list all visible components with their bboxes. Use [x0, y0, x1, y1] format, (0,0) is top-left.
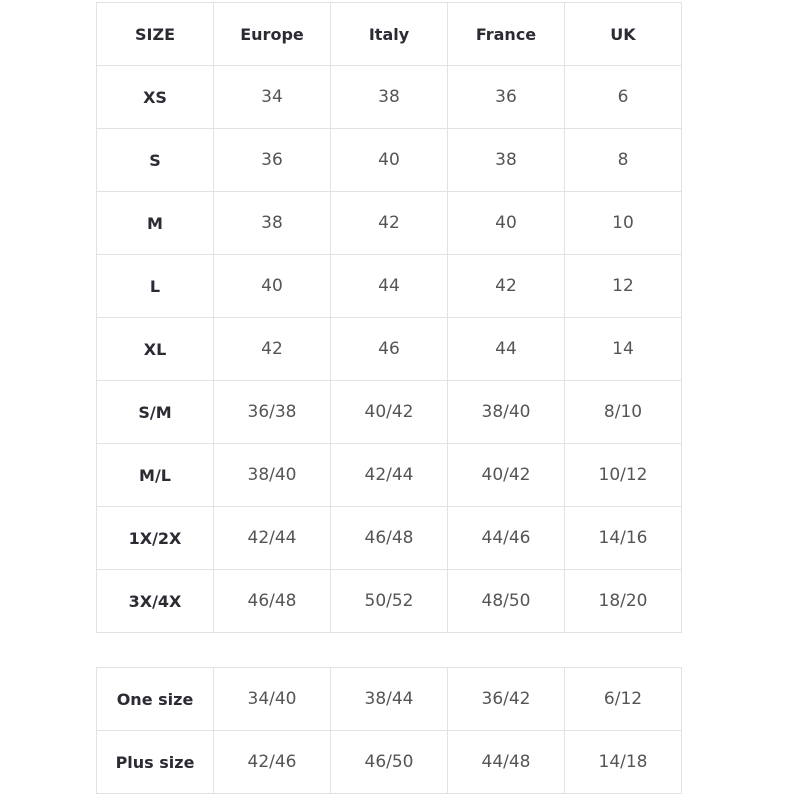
size-value-cell: 34/40	[213, 667, 331, 731]
column-header: Italy	[330, 2, 448, 66]
size-value-cell: 38/40	[213, 443, 331, 507]
size-value-cell: 40	[330, 128, 448, 192]
size-label-cell: Plus size	[96, 730, 214, 794]
header-row: SIZE Europe Italy France UK	[96, 2, 682, 66]
size-value-cell: 40	[447, 191, 565, 255]
table-row: Plus size 42/46 46/50 44/48 14/18	[96, 730, 682, 794]
size-value-cell: 14	[564, 317, 682, 381]
size-value-cell: 10	[564, 191, 682, 255]
table-row: S 36 40 38 8	[96, 128, 682, 192]
size-value-cell: 36	[447, 65, 565, 129]
size-value-cell: 18/20	[564, 569, 682, 633]
size-value-cell: 44	[447, 317, 565, 381]
size-value-cell: 46	[330, 317, 448, 381]
size-label-cell: XL	[96, 317, 214, 381]
size-value-cell: 36/38	[213, 380, 331, 444]
size-value-cell: 40	[213, 254, 331, 318]
table-row: XS 34 38 36 6	[96, 65, 682, 129]
size-label-cell: M/L	[96, 443, 214, 507]
size-value-cell: 44/46	[447, 506, 565, 570]
size-value-cell: 38/44	[330, 667, 448, 731]
size-value-cell: 6/12	[564, 667, 682, 731]
size-value-cell: 6	[564, 65, 682, 129]
size-value-cell: 12	[564, 254, 682, 318]
size-value-cell: 38	[447, 128, 565, 192]
size-value-cell: 14/18	[564, 730, 682, 794]
extra-size-table: One size 34/40 38/44 36/42 6/12 Plus size 42/4…	[96, 667, 682, 794]
size-value-cell: 42/44	[213, 506, 331, 570]
size-value-cell: 46/50	[330, 730, 448, 794]
size-value-cell: 38	[330, 65, 448, 129]
size-chart-table: SIZE Europe Italy France UK XS 34 38 36 6 S 36 40 38 8…	[96, 2, 682, 633]
size-value-cell: 38	[213, 191, 331, 255]
size-label-cell: One size	[96, 667, 214, 731]
size-value-cell: 42	[447, 254, 565, 318]
size-label-cell: 1X/2X	[96, 506, 214, 570]
column-header: SIZE	[96, 2, 214, 66]
column-header: UK	[564, 2, 682, 66]
column-header: Europe	[213, 2, 331, 66]
size-value-cell: 42/44	[330, 443, 448, 507]
size-label-cell: XS	[96, 65, 214, 129]
table-row: 3X/4X 46/48 50/52 48/50 18/20	[96, 569, 682, 633]
size-value-cell: 42/46	[213, 730, 331, 794]
size-label-cell: S	[96, 128, 214, 192]
size-value-cell: 40/42	[330, 380, 448, 444]
table-row: S/M 36/38 40/42 38/40 8/10	[96, 380, 682, 444]
size-value-cell: 38/40	[447, 380, 565, 444]
size-value-cell: 8	[564, 128, 682, 192]
table-row: 1X/2X 42/44 46/48 44/46 14/16	[96, 506, 682, 570]
table-row: M 38 42 40 10	[96, 191, 682, 255]
size-value-cell: 44/48	[447, 730, 565, 794]
table-row: One size 34/40 38/44 36/42 6/12	[96, 667, 682, 731]
size-value-cell: 42	[330, 191, 448, 255]
size-value-cell: 8/10	[564, 380, 682, 444]
size-value-cell: 40/42	[447, 443, 565, 507]
size-value-cell: 36	[213, 128, 331, 192]
size-value-cell: 48/50	[447, 569, 565, 633]
size-value-cell: 46/48	[330, 506, 448, 570]
table-row: XL 42 46 44 14	[96, 317, 682, 381]
size-value-cell: 50/52	[330, 569, 448, 633]
size-value-cell: 44	[330, 254, 448, 318]
size-label-cell: 3X/4X	[96, 569, 214, 633]
table-row: M/L 38/40 42/44 40/42 10/12	[96, 443, 682, 507]
size-label-cell: S/M	[96, 380, 214, 444]
size-value-cell: 10/12	[564, 443, 682, 507]
size-value-cell: 46/48	[213, 569, 331, 633]
size-value-cell: 36/42	[447, 667, 565, 731]
size-value-cell: 34	[213, 65, 331, 129]
column-header: France	[447, 2, 565, 66]
size-value-cell: 42	[213, 317, 331, 381]
size-value-cell: 14/16	[564, 506, 682, 570]
size-label-cell: M	[96, 191, 214, 255]
table-row: L 40 44 42 12	[96, 254, 682, 318]
size-label-cell: L	[96, 254, 214, 318]
